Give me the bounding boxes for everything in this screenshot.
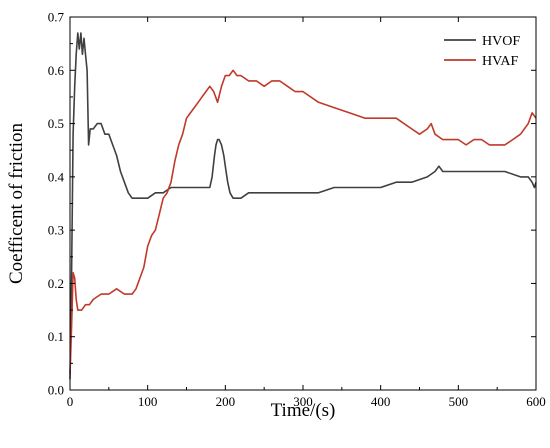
x-axis-title: Time/(s)	[271, 400, 336, 421]
legend: HVOF HVAF	[444, 34, 520, 69]
series-line-hvof	[69, 32, 537, 380]
y-axis-ticks: 0.0 0.1 0.2 0.3 0.4 0.5 0.6 0.7	[48, 10, 536, 398]
legend-label-hvaf: HVAF	[482, 54, 519, 69]
x-tick-label: 400	[371, 394, 391, 409]
y-tick-label: 0.3	[48, 223, 64, 238]
x-tick-label: 600	[526, 394, 546, 409]
x-tick-label: 500	[449, 394, 469, 409]
plot-frame	[69, 16, 537, 391]
x-tick-label: 200	[216, 394, 236, 409]
y-tick-label: 0.4	[48, 169, 65, 184]
x-tick-label: 0	[67, 394, 74, 409]
legend-label-hvof: HVOF	[482, 34, 520, 49]
x-tick-label: 100	[138, 394, 158, 409]
x-axis-ticks: 0 100 200 300 400 500 600	[67, 17, 546, 409]
y-tick-label: 0.1	[48, 329, 64, 344]
x-tick-label: 300	[293, 394, 313, 409]
y-tick-label: 0.6	[48, 63, 65, 78]
series-line-hvaf	[69, 69, 537, 375]
y-axis-title: Coefficent of friction	[6, 122, 27, 284]
y-tick-label: 0.2	[48, 276, 64, 291]
y-tick-label: 0.7	[48, 10, 65, 25]
plot-lines	[69, 32, 537, 380]
y-tick-label: 0.0	[48, 383, 64, 398]
y-tick-label: 0.5	[48, 116, 64, 131]
